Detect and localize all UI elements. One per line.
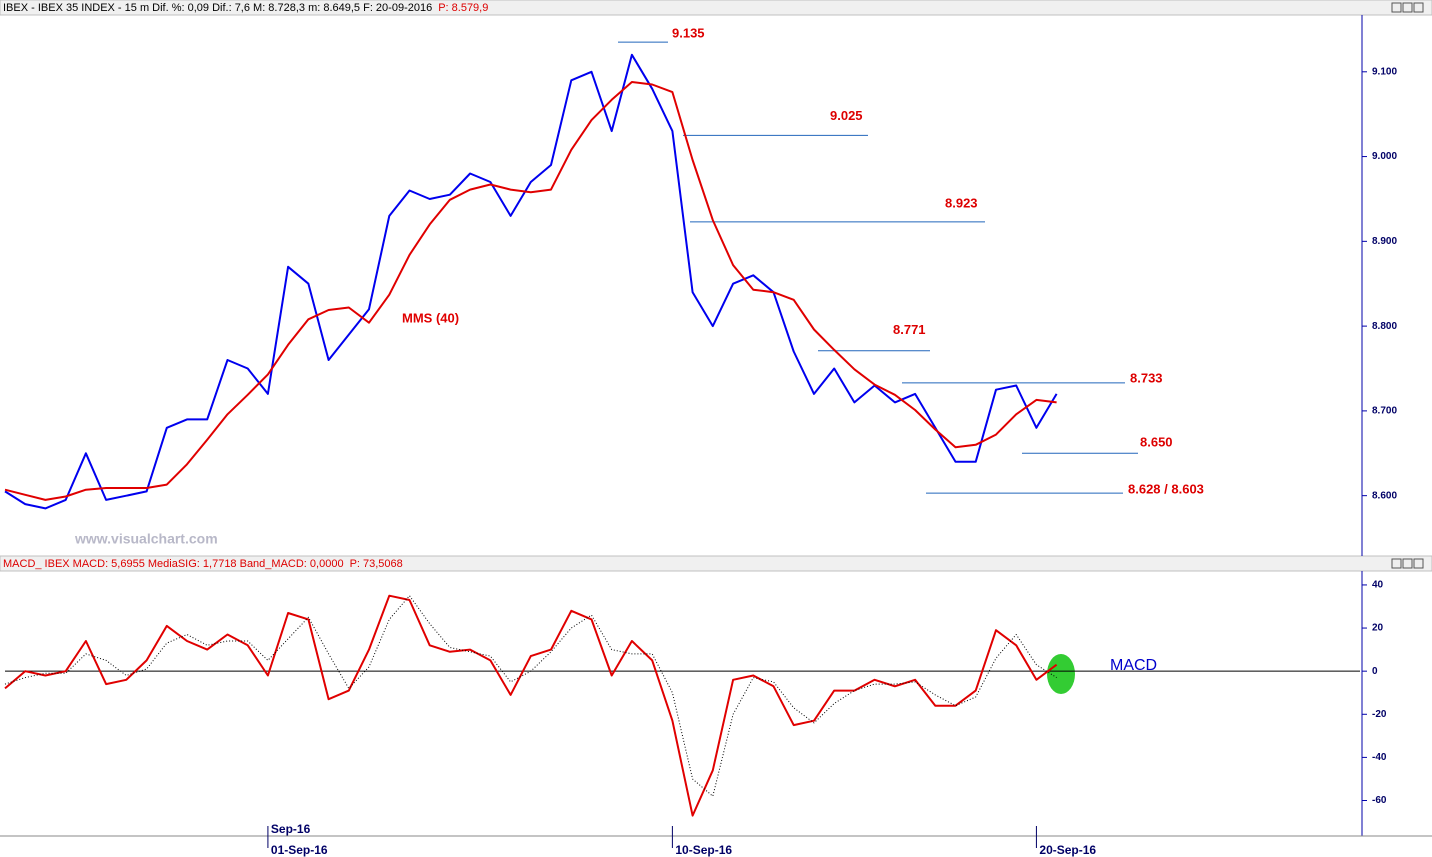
level-label: 8.771 <box>893 322 926 337</box>
x-tick-label: 01-Sep-16 <box>271 843 328 857</box>
y-tick-label: 9.000 <box>1372 151 1397 162</box>
series-annotation: MACD <box>1110 657 1157 674</box>
header-text: IBEX - IBEX 35 INDEX - 15 m Dif. %: 0,09… <box>3 2 488 14</box>
y-tick-label: 9.100 <box>1372 66 1397 77</box>
level-label: 8.628 / 8.603 <box>1128 482 1204 497</box>
macd-title-bar <box>0 555 1432 572</box>
header-price: P: 8.579,9 <box>438 2 488 14</box>
macd-maximize-button[interactable] <box>1402 558 1413 569</box>
maximize-button[interactable] <box>1402 2 1413 13</box>
level-label: 8.923 <box>945 195 978 210</box>
level-label: 8.733 <box>1130 370 1163 385</box>
macd-header-price: P: 73,5068 <box>350 558 403 570</box>
macd-close-button[interactable] <box>1413 558 1424 569</box>
series-line <box>4 595 1057 797</box>
series-line <box>4 594 1058 817</box>
header-info: IBEX - IBEX 35 INDEX - 15 m Dif. %: 0,09… <box>3 2 432 14</box>
x-tick-label: 10-Sep-16 <box>675 843 732 857</box>
macd-header-info: MACD_ IBEX MACD: 5,6955 MediaSIG: 1,7718… <box>3 558 344 570</box>
title-bar <box>0 0 1432 16</box>
y-tick-label: 0 <box>1372 666 1378 677</box>
y-tick-label: -60 <box>1372 795 1387 806</box>
watermark: www.visualchart.com <box>74 531 218 547</box>
level-label: 9.135 <box>672 26 705 41</box>
series-annotation: MMS (40) <box>402 310 459 325</box>
minimize-button[interactable] <box>1391 2 1402 13</box>
y-tick-label: 8.800 <box>1372 321 1397 332</box>
level-label: 9.025 <box>830 108 863 123</box>
month-label: Sep-16 <box>271 822 311 836</box>
y-tick-label: 20 <box>1372 623 1384 634</box>
highlight-ellipse <box>1047 654 1075 694</box>
y-tick-label: 8.700 <box>1372 406 1397 417</box>
level-label: 8.650 <box>1140 435 1173 450</box>
x-tick-label: 20-Sep-16 <box>1039 843 1096 857</box>
series-line <box>4 53 1058 510</box>
window-buttons[interactable] <box>1391 2 1424 569</box>
macd-minimize-button[interactable] <box>1391 558 1402 569</box>
y-tick-label: 40 <box>1372 580 1384 591</box>
y-tick-label: 8.900 <box>1372 236 1397 247</box>
series-line <box>4 81 1057 501</box>
y-tick-label: 8.600 <box>1372 490 1397 501</box>
y-tick-label: -40 <box>1372 752 1387 763</box>
close-button[interactable] <box>1413 2 1424 13</box>
y-tick-label: -20 <box>1372 709 1387 720</box>
macd-header-text: MACD_ IBEX MACD: 5,6955 MediaSIG: 1,7718… <box>3 558 403 570</box>
